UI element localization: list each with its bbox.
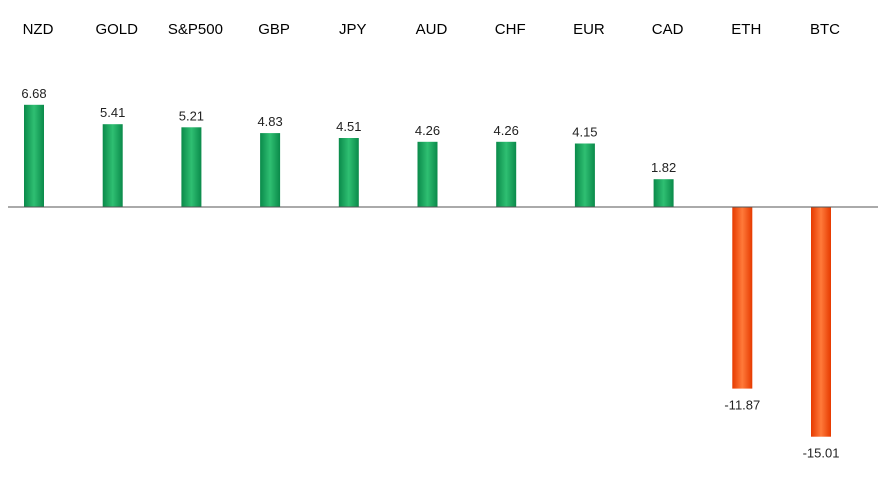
bar-eur (574, 143, 595, 207)
bar-chf (496, 141, 517, 207)
value-labels-group: 6.68 5.41 5.21 4.83 4.51 4.26 4.26 4.15 1.82 -11.… (21, 86, 839, 461)
value-label-eur: 4.15 (572, 125, 597, 140)
bar-gbp (260, 133, 281, 207)
category-label-gbp: GBP (258, 21, 290, 38)
category-label-jpy: JPY (339, 21, 367, 38)
value-label-s-p500: 5.21 (179, 108, 204, 123)
value-label-nzd: 6.68 (21, 86, 46, 101)
bars-group (24, 104, 831, 437)
bar-btc (811, 207, 831, 437)
value-label-aud: 4.26 (415, 123, 440, 138)
value-label-chf: 4.26 (494, 123, 519, 138)
value-label-jpy: 4.51 (336, 119, 361, 134)
bar-eth (732, 207, 753, 389)
category-label-chf: CHF (495, 21, 526, 38)
bar-cad (653, 179, 674, 207)
value-label-eth: -11.87 (724, 398, 760, 413)
category-label-eur: EUR (573, 21, 605, 38)
value-label-gold: 5.41 (100, 105, 125, 120)
category-label-aud: AUD (416, 21, 448, 38)
bar-nzd (24, 104, 44, 207)
bar-gold (102, 124, 123, 207)
value-label-btc: -15.01 (803, 446, 840, 461)
bar-s-p500 (181, 127, 202, 207)
category-label-gold: GOLD (95, 21, 138, 38)
bar-aud (417, 141, 438, 207)
value-label-gbp: 4.83 (257, 114, 282, 129)
category-label-s-p500: S&P500 (168, 21, 223, 38)
bar-jpy (338, 138, 359, 207)
category-label-nzd: NZD (23, 21, 54, 38)
value-label-cad: 1.82 (651, 160, 676, 175)
category-label-eth: ETH (731, 21, 761, 38)
category-label-cad: CAD (652, 21, 684, 38)
category-label-btc: BTC (810, 21, 840, 38)
category-labels-group: NZD GOLD S&P500 GBP JPY AUD CHF EUR CAD ETH BTC (23, 21, 841, 38)
